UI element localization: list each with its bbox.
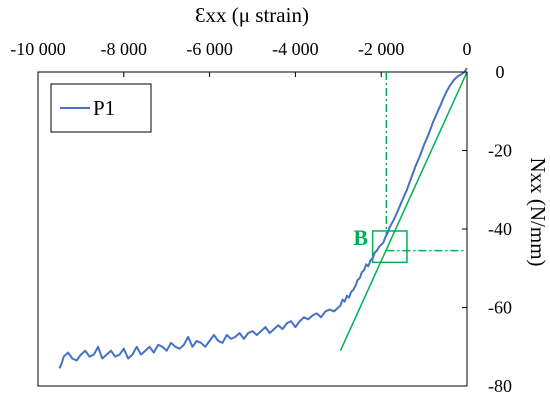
x-axis-ticks: -10 000 -8 000 -6 000 -4 000 -2 000 0: [10, 39, 472, 77]
x-tick-label: 0: [463, 39, 472, 59]
series-layer: [58, 67, 468, 369]
y-tick-label: -60: [488, 298, 512, 318]
y-tick-label: 0: [496, 62, 505, 82]
overlays: [339, 71, 468, 351]
highlight-box: [371, 230, 408, 264]
x-axis-title: Ɛxx (μ strain): [195, 3, 309, 27]
x-tick-label: -10 000: [10, 39, 66, 59]
y-tick-label: -40: [488, 219, 512, 239]
x-tick-label: -4 000: [272, 39, 319, 59]
tangent-line: [339, 71, 468, 351]
y-axis-ticks: 0 -20 -40 -60 -80: [462, 62, 512, 396]
legend: P1: [50, 83, 152, 133]
x-tick-label: -2 000: [358, 39, 405, 59]
y-axis-title: Nxx (N/mm): [526, 157, 550, 266]
y-tick-label: -20: [488, 141, 512, 161]
legend-label-p1: P1: [93, 96, 115, 120]
annotation-b: B: [353, 225, 368, 250]
x-tick-label: -6 000: [186, 39, 233, 59]
y-tick-label: -80: [488, 376, 512, 396]
series-line-p1: [58, 67, 468, 369]
x-tick-label: -8 000: [101, 39, 148, 59]
